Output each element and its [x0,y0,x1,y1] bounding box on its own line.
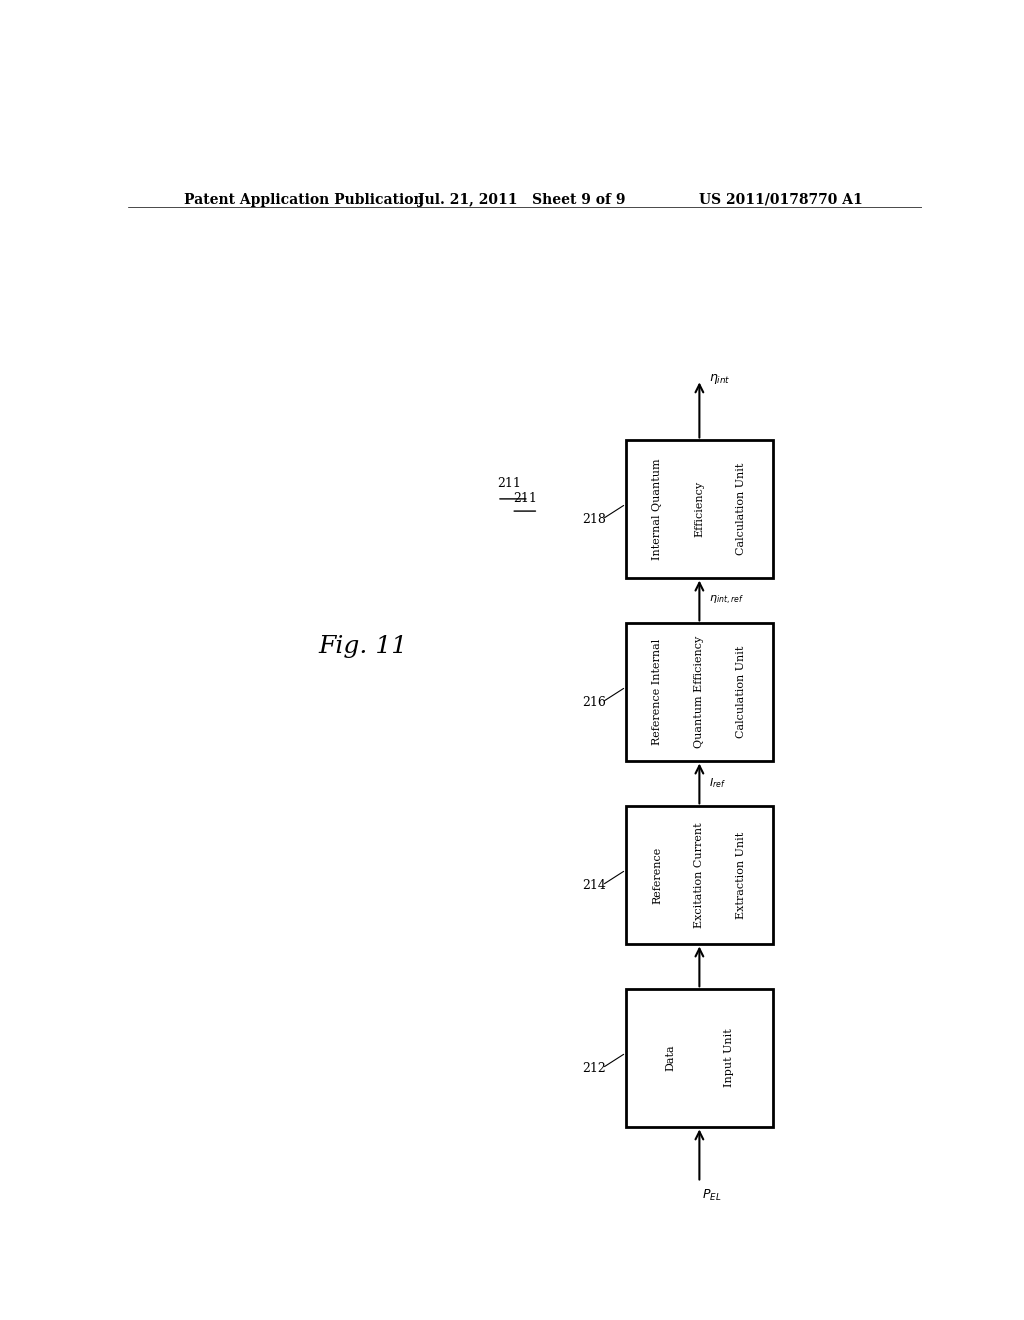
Text: Calculation Unit: Calculation Unit [736,463,746,556]
Bar [626,441,773,578]
Text: Quantum Efficiency: Quantum Efficiency [694,636,705,748]
Text: $I_{ref}$: $I_{ref}$ [709,776,726,791]
Text: $\eta_{int,ref}$: $\eta_{int,ref}$ [709,594,743,607]
Bar [626,989,773,1126]
Text: Jul. 21, 2011   Sheet 9 of 9: Jul. 21, 2011 Sheet 9 of 9 [418,193,626,207]
Text: 214: 214 [583,879,606,891]
Text: 212: 212 [583,1061,606,1074]
Text: Patent Application Publication: Patent Application Publication [183,193,423,207]
Text: Fig. 11: Fig. 11 [318,635,408,657]
Text: 211: 211 [513,492,537,506]
Text: Extraction Unit: Extraction Unit [736,832,746,919]
Text: 218: 218 [583,512,606,525]
Text: Excitation Current: Excitation Current [694,822,705,928]
Bar [626,807,773,944]
Text: Reference: Reference [652,846,663,904]
Text: Input Unit: Input Unit [724,1028,734,1088]
Text: 216: 216 [583,696,606,709]
Text: Internal Quantum: Internal Quantum [652,458,663,560]
Bar [626,623,773,760]
Text: $P_{EL}$: $P_{EL}$ [701,1188,721,1203]
Text: 211: 211 [497,477,521,490]
Text: Calculation Unit: Calculation Unit [736,645,746,738]
Text: Efficiency: Efficiency [694,480,705,537]
Text: Reference Internal: Reference Internal [652,639,663,744]
Text: US 2011/0178770 A1: US 2011/0178770 A1 [699,193,863,207]
Text: $\eta_{int}$: $\eta_{int}$ [709,372,730,387]
Text: Data: Data [665,1044,675,1072]
